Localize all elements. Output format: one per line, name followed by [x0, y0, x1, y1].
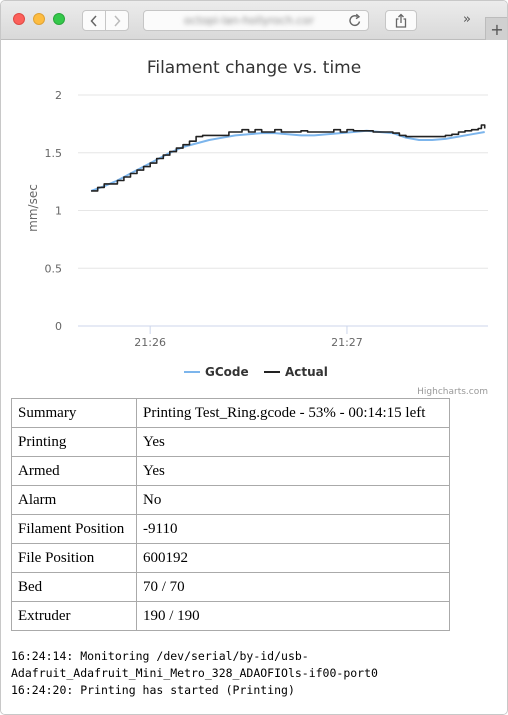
url-text: octopi-lan-hollyroch.com — [184, 14, 314, 27]
row-label: Armed — [11, 456, 137, 486]
legend-item-label: Actual — [285, 365, 328, 379]
table-row: File Position 600192 — [11, 543, 450, 573]
line-chart: Filament change vs. time 0 0.5 1 1.5 2 21:26… — [26, 58, 488, 397]
row-value: Yes — [136, 456, 450, 486]
row-label: Filament Position — [11, 514, 137, 544]
chevron-left-icon — [90, 14, 97, 27]
overflow-menu-button[interactable]: » — [463, 12, 471, 27]
row-label: Printing — [11, 427, 137, 457]
table-row: Extruder 190 / 190 — [11, 601, 450, 631]
chevron-right-icon — [114, 14, 121, 27]
forward-button[interactable] — [105, 10, 129, 31]
minimize-icon[interactable] — [33, 13, 45, 25]
row-value: Printing Test_Ring.gcode - 53% - 00:14:1… — [136, 398, 450, 428]
status-table: Summary Printing Test_Ring.gcode - 53% - … — [11, 398, 450, 631]
row-label: Alarm — [11, 485, 137, 515]
y-axis-label: mm/sec — [26, 184, 40, 232]
y-tick-label: 0 — [55, 320, 62, 333]
page-content: Filament change vs. time 0 0.5 1 1.5 2 21:26… — [1, 40, 507, 714]
table-row: Armed Yes — [11, 456, 450, 486]
row-label: Bed — [11, 572, 137, 602]
log-line: 16:24:14: Monitoring /dev/serial/by-id/u… — [11, 649, 309, 663]
series-lines — [90, 124, 486, 192]
x-tick-label: 21:27 — [331, 336, 363, 349]
table-row: Filament Position -9110 — [11, 514, 450, 544]
row-value: 600192 — [136, 543, 450, 573]
new-tab-button[interactable]: + — [485, 17, 507, 40]
table-row: Alarm No — [11, 485, 450, 515]
share-button[interactable] — [385, 10, 417, 31]
log-line: Adafruit_Adafruit_Mini_Metro_328_ADAOFIO… — [11, 666, 378, 680]
row-value: -9110 — [136, 514, 450, 544]
grid-lines — [78, 94, 488, 327]
back-button[interactable] — [82, 10, 106, 31]
zoom-icon[interactable] — [53, 13, 65, 25]
series-line-actual — [91, 124, 486, 192]
y-axis-ticks: 0 0.5 1 1.5 2 — [45, 89, 63, 333]
legend: GCode Actual — [184, 365, 328, 379]
row-value: No — [136, 485, 450, 515]
table-row: Summary Printing Test_Ring.gcode - 53% - … — [11, 398, 450, 428]
series-line-gcode — [90, 129, 485, 192]
row-label: File Position — [11, 543, 137, 573]
address-bar[interactable]: octopi-lan-hollyroch.com — [143, 10, 369, 31]
plus-icon: + — [490, 19, 504, 39]
row-value: 190 / 190 — [136, 601, 450, 631]
table-row: Printing Yes — [11, 427, 450, 457]
row-label: Summary — [11, 398, 137, 428]
y-tick-label: 0.5 — [45, 262, 63, 275]
share-icon — [395, 13, 407, 28]
y-tick-label: 1 — [55, 205, 62, 218]
close-icon[interactable] — [13, 13, 25, 25]
y-tick-label: 1.5 — [45, 147, 63, 160]
row-value: Yes — [136, 427, 450, 457]
chart-title: Filament change vs. time — [147, 58, 361, 78]
x-axis-ticks: 21:26 21:27 — [134, 326, 363, 349]
y-tick-label: 2 — [55, 89, 62, 102]
reload-icon[interactable] — [348, 13, 362, 28]
x-tick-label: 21:26 — [134, 336, 166, 349]
log-line: 16:24:20: Printing has started (Printing… — [11, 683, 295, 697]
browser-toolbar: octopi-lan-hollyroch.com » + — [1, 1, 507, 40]
chart-credits[interactable]: Highcharts.com — [417, 387, 488, 397]
row-value: 70 / 70 — [136, 572, 450, 602]
table-row: Bed 70 / 70 — [11, 572, 450, 602]
legend-item-label: GCode — [205, 365, 249, 379]
row-label: Extruder — [11, 601, 137, 631]
console-log: 16:24:14: Monitoring /dev/serial/by-id/u… — [11, 648, 378, 699]
